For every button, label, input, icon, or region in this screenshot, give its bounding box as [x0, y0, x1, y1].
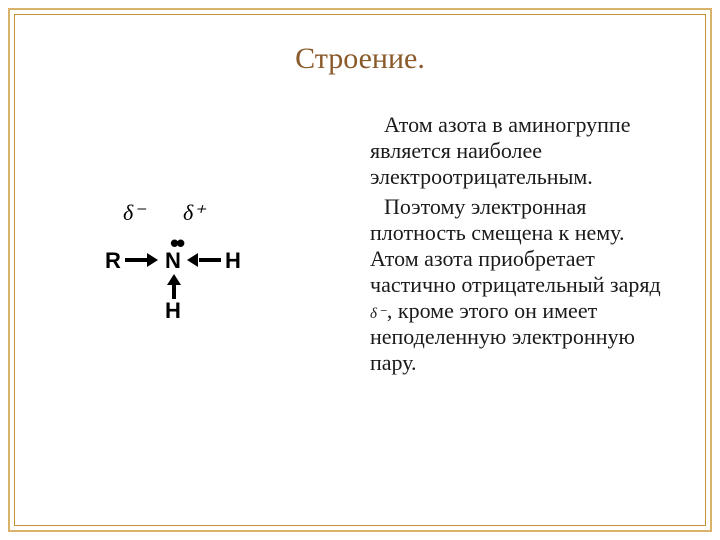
delta-inline: δ⁻ — [370, 306, 387, 322]
atom-h-right: H — [225, 248, 241, 274]
page-title: Строение. — [0, 42, 720, 76]
lone-pair-dots: •• — [170, 240, 182, 246]
p2-before: Поэтому электронная плотность смещена к … — [370, 194, 661, 297]
body-text: Атом азота в аминогруппе является наибол… — [370, 112, 670, 380]
arrow-h-right-to-n — [187, 253, 221, 267]
paragraph-1: Атом азота в аминогруппе является наибол… — [370, 112, 670, 190]
arrow-h-bottom-to-n — [167, 274, 181, 300]
atom-r: R — [105, 248, 121, 274]
amino-group-diagram: δ⁻ δ⁺ •• R N H H — [105, 200, 305, 380]
atom-h-bottom: H — [165, 298, 181, 324]
arrow-r-to-n — [125, 253, 159, 267]
slide: Строение. Атом азота в аминогруппе являе… — [0, 0, 720, 540]
delta-minus-label: δ⁻ — [123, 200, 145, 226]
atom-n: N — [165, 248, 181, 274]
p2-after: , кроме этого он имеет неподеленную элек… — [370, 298, 635, 375]
delta-plus-label: δ⁺ — [183, 200, 205, 226]
paragraph-2: Поэтому электронная плотность смещена к … — [370, 194, 670, 376]
